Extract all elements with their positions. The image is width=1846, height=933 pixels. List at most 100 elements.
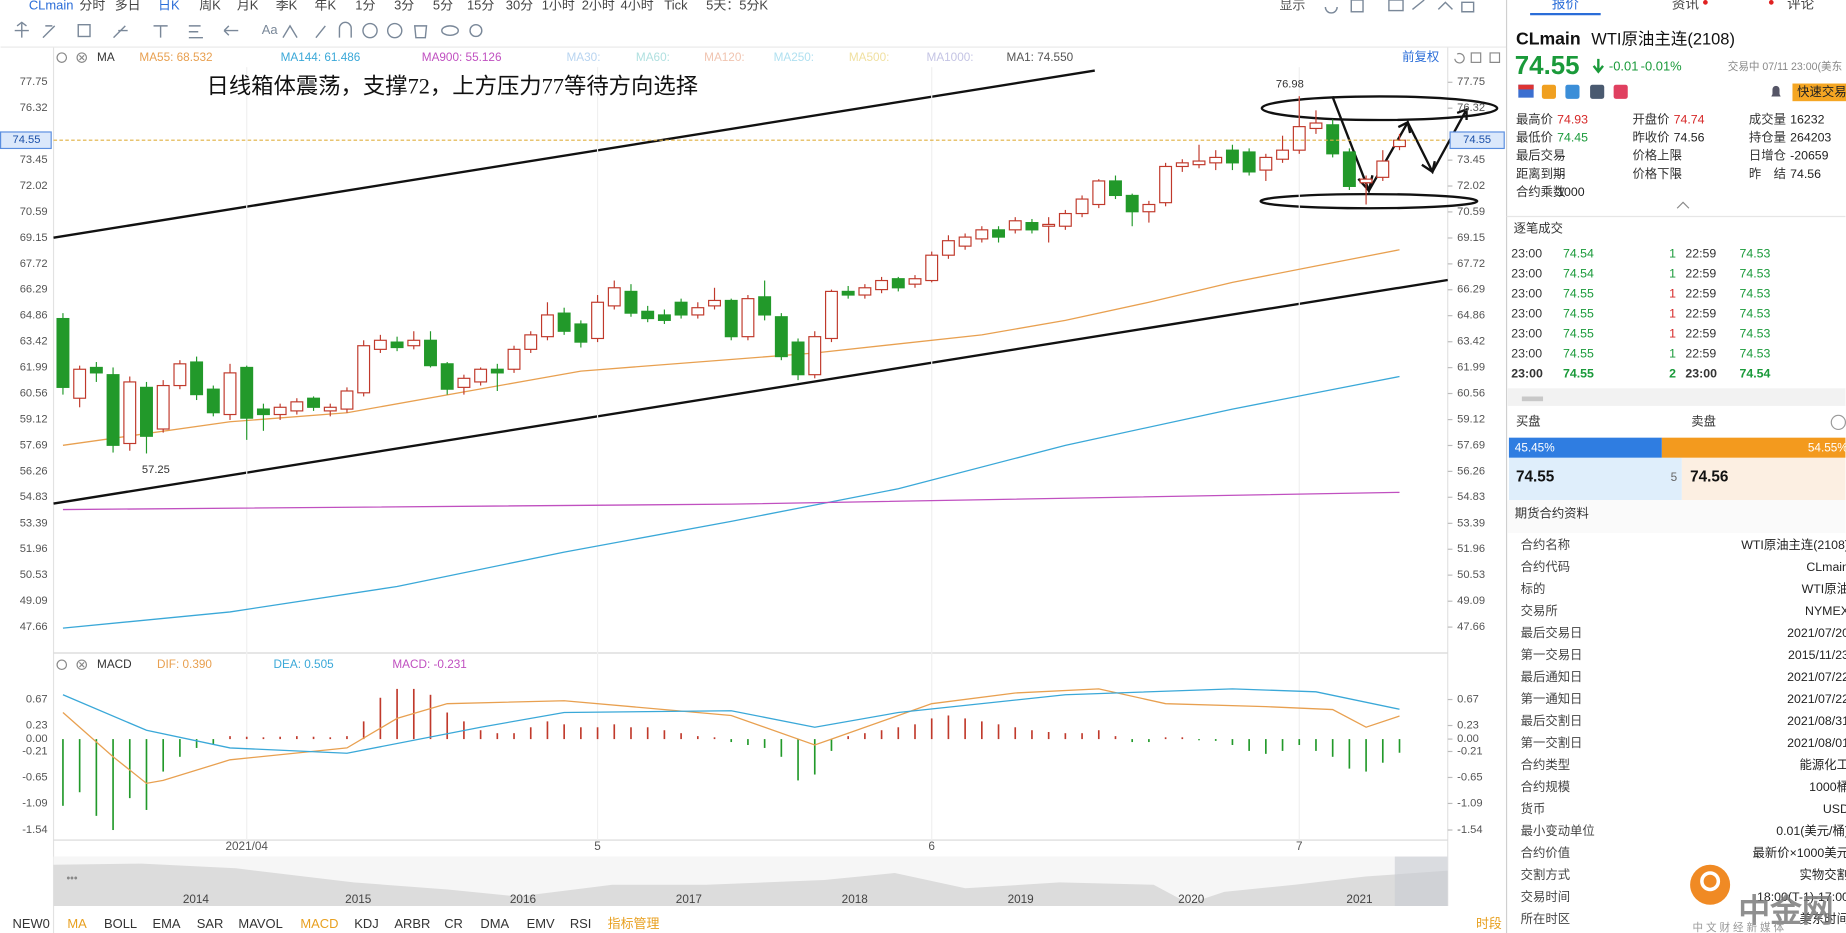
stat-label: 昨 结: [1749, 167, 1786, 181]
indicator-tab[interactable]: NEW0: [12, 916, 49, 931]
trade-volume: 2: [1669, 366, 1676, 380]
period-tab[interactable]: 4小时: [621, 0, 654, 12]
macd-bar: [780, 739, 783, 757]
drawing-tools[interactable]: [14, 0, 1475, 39]
period-tab[interactable]: 3分: [394, 0, 414, 12]
stat-label: 最后交易: [1516, 148, 1565, 163]
candle-body: [223, 372, 237, 416]
period-tab[interactable]: 日K: [158, 0, 180, 12]
quote-name: WTI原油主连(2108): [1591, 30, 1735, 48]
trade-price: 74.53: [1740, 246, 1771, 260]
macd-bar: [145, 739, 148, 810]
indicator-tab[interactable]: EMV: [527, 916, 555, 931]
navigator-window[interactable]: [1394, 856, 1448, 906]
indicator-tab[interactable]: EMA: [152, 916, 180, 931]
indicator-tab[interactable]: 指标管理: [608, 916, 660, 931]
period-tab[interactable]: 2小时: [582, 0, 615, 12]
stat-value: 16232: [1790, 112, 1824, 126]
trade-time: 22:59: [1685, 246, 1716, 260]
macd-bar: [1081, 733, 1083, 740]
display-menu[interactable]: 显示: [1279, 0, 1305, 12]
period-tab[interactable]: 1分: [355, 0, 375, 12]
period-tab[interactable]: 分时: [79, 0, 105, 12]
contract-label: 第一交易日: [1521, 647, 1583, 662]
trade-time: 23:00: [1511, 346, 1542, 360]
quote-tab[interactable]: 资讯: [1672, 0, 1700, 11]
candle-body: [708, 299, 721, 307]
trade-price: 74.53: [1740, 306, 1771, 320]
candle-body: [975, 229, 989, 240]
period-tab[interactable]: 5分: [433, 0, 453, 12]
quick-trade-button[interactable]: [1792, 83, 1846, 102]
unread-dot: [1703, 0, 1708, 5]
contract-label: 所在时区: [1521, 912, 1570, 926]
candle-body: [440, 363, 454, 390]
y-tick-label: 66.29: [20, 284, 48, 296]
stat-value: 74.56: [1674, 131, 1705, 145]
macd-bar: [1148, 739, 1150, 743]
period-tab[interactable]: 15分: [467, 0, 494, 12]
time-setting[interactable]: 时段: [1476, 916, 1502, 931]
period-tab[interactable]: 5天：5分K: [706, 0, 768, 12]
candle-body: [1276, 149, 1290, 160]
candle-body: [657, 314, 671, 321]
period-tab[interactable]: 季K: [276, 0, 298, 12]
period-tab[interactable]: 年K: [315, 0, 337, 12]
period-tab[interactable]: Tick: [664, 0, 688, 12]
y-tick-label: 63.42: [1457, 336, 1485, 348]
quote-tab[interactable]: 报价: [1552, 0, 1580, 11]
indicator-tab[interactable]: ARBR: [394, 916, 430, 931]
badge-icons[interactable]: [1518, 84, 1781, 99]
indicator-tab[interactable]: SAR: [197, 916, 224, 931]
macd-bar: [964, 718, 966, 740]
period-tab[interactable]: 周K: [199, 0, 221, 12]
indicator-name[interactable]: MA: [97, 51, 115, 64]
macd-bar: [730, 739, 733, 743]
trade-time: 22:59: [1685, 286, 1716, 300]
period-tab[interactable]: 月K: [237, 0, 259, 12]
panel-icons[interactable]: [56, 52, 1501, 671]
quote-change: -0.01: [1609, 58, 1639, 73]
candle-body: [1309, 122, 1323, 130]
candle-body: [908, 278, 922, 285]
stat-label: 昨收价: [1632, 131, 1669, 145]
candle-body: [1292, 126, 1306, 151]
period-tab[interactable]: 1小时: [542, 0, 575, 12]
indicator-tab[interactable]: BOLL: [104, 916, 137, 931]
candle-body: [1259, 156, 1273, 171]
indicator-tab[interactable]: MAVOL: [238, 916, 282, 931]
trade-price: 74.55: [1563, 366, 1594, 380]
candle-body: [758, 296, 772, 316]
macd-bar: [1198, 739, 1200, 741]
macd-bar: [162, 739, 165, 772]
indicator-tab[interactable]: MA: [67, 916, 87, 931]
period-tab[interactable]: 多日: [115, 0, 141, 12]
contract-label: 交易所: [1521, 603, 1558, 618]
macd-bar: [312, 736, 315, 740]
quote-tab[interactable]: 评论: [1787, 0, 1815, 11]
indicator-tab[interactable]: DMA: [480, 916, 509, 931]
restore-toggle[interactable]: 前复权: [1402, 49, 1439, 64]
indicator-tab[interactable]: CR: [444, 916, 463, 931]
scroll-thumb[interactable]: [1521, 396, 1544, 402]
macd-bar: [195, 739, 198, 748]
help-icon[interactable]: [1830, 414, 1846, 431]
text-tool[interactable]: Aa: [262, 22, 279, 37]
indicator-name[interactable]: MACD: [97, 658, 132, 671]
y-tick-label: 64.86: [20, 310, 48, 322]
navigator-handle[interactable]: •••: [66, 873, 77, 885]
indicator-tab[interactable]: MACD: [300, 916, 338, 931]
period-tab[interactable]: 30分: [506, 0, 533, 12]
candle-body: [490, 368, 504, 374]
indicator-tab[interactable]: RSI: [570, 916, 592, 931]
contract-label: 最后通知日: [1521, 670, 1583, 684]
quick-trade[interactable]: 快速交易: [1797, 84, 1846, 99]
macd-bar: [997, 724, 1000, 740]
navigator-area: [53, 863, 1448, 906]
candle-body: [156, 384, 170, 430]
candle-body: [173, 363, 187, 387]
macd-bar: [847, 736, 849, 740]
collapse-caret[interactable]: [1676, 201, 1690, 209]
indicator-tab[interactable]: KDJ: [354, 916, 378, 931]
trade-time: 23:00: [1685, 366, 1717, 380]
